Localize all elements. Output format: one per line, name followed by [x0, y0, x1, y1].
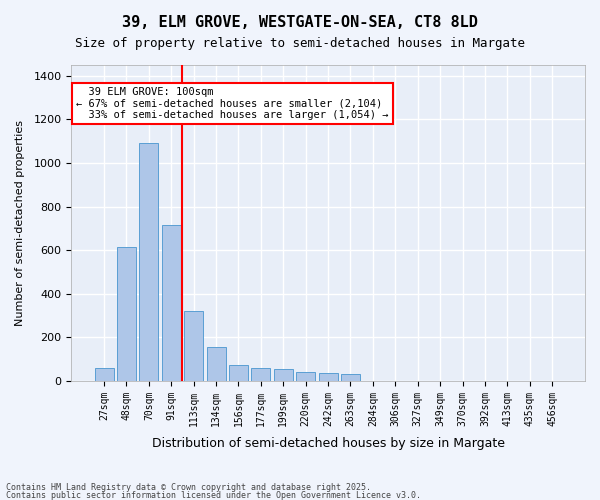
X-axis label: Distribution of semi-detached houses by size in Margate: Distribution of semi-detached houses by … [152, 437, 505, 450]
Text: 39, ELM GROVE, WESTGATE-ON-SEA, CT8 8LD: 39, ELM GROVE, WESTGATE-ON-SEA, CT8 8LD [122, 15, 478, 30]
Bar [117, 247, 136, 381]
Text: Contains HM Land Registry data © Crown copyright and database right 2025.: Contains HM Land Registry data © Crown c… [6, 483, 371, 492]
Bar [251, 368, 271, 381]
Bar [229, 364, 248, 381]
Bar [274, 369, 293, 381]
Text: Size of property relative to semi-detached houses in Margate: Size of property relative to semi-detach… [75, 38, 525, 51]
Bar [206, 347, 226, 381]
Bar [296, 372, 315, 381]
Bar [341, 374, 360, 381]
Y-axis label: Number of semi-detached properties: Number of semi-detached properties [15, 120, 25, 326]
Bar [184, 311, 203, 381]
Bar [95, 368, 113, 381]
Bar [139, 144, 158, 381]
Bar [162, 225, 181, 381]
Text: Contains public sector information licensed under the Open Government Licence v3: Contains public sector information licen… [6, 490, 421, 500]
Text: 39 ELM GROVE: 100sqm  
← 67% of semi-detached houses are smaller (2,104)
  33% o: 39 ELM GROVE: 100sqm ← 67% of semi-detac… [76, 87, 389, 120]
Bar [319, 374, 338, 381]
